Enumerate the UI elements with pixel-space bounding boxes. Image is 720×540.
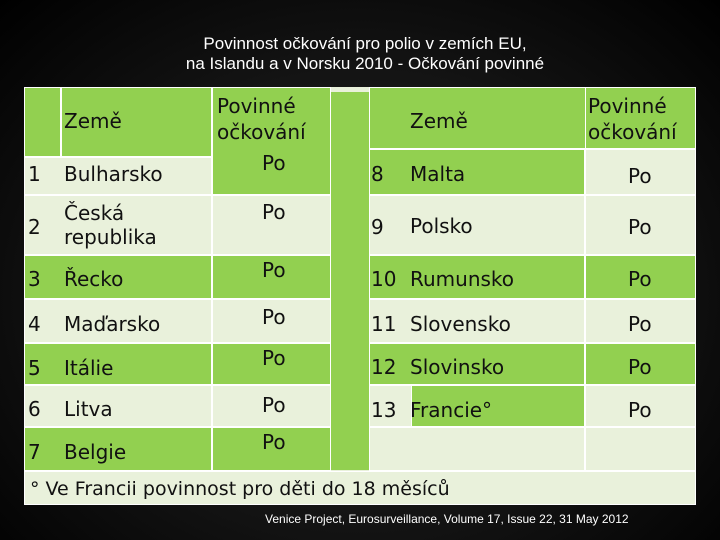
left-row-5-bg bbox=[24, 343, 212, 385]
right-row-12-bg bbox=[369, 343, 585, 385]
row-13-country: Francie° bbox=[410, 398, 493, 422]
row-11-number: 11 bbox=[371, 312, 397, 336]
row-4-number: 4 bbox=[28, 312, 41, 336]
header-country-cell-right bbox=[369, 87, 594, 149]
row-7-number: 7 bbox=[28, 440, 41, 464]
right-row-9-bg bbox=[369, 195, 585, 255]
header-country-cell-left bbox=[61, 87, 212, 157]
row-7-value: Po bbox=[262, 430, 286, 454]
row-1-number: 1 bbox=[28, 162, 41, 186]
row-5-number: 5 bbox=[28, 356, 41, 380]
right-row-10-bg bbox=[369, 255, 585, 299]
row-5-value: Po bbox=[262, 346, 286, 370]
left-row-1-bg bbox=[24, 157, 212, 195]
row-12-number: 12 bbox=[371, 355, 397, 379]
row-10-number: 10 bbox=[371, 267, 397, 291]
row-1-value: Po bbox=[262, 151, 286, 175]
left-row-6-value-bg bbox=[212, 385, 331, 427]
slide-title: Povinnost očkování pro polio v zemích EU… bbox=[60, 34, 670, 74]
row-13-value: Po bbox=[628, 398, 652, 422]
row-6-value: Po bbox=[262, 393, 286, 417]
header-vaccination-left-line2: očkování bbox=[217, 120, 306, 144]
right-row-empty-value-bg bbox=[585, 427, 696, 471]
row-2-number: 2 bbox=[28, 215, 41, 239]
right-row-12-value-bg bbox=[585, 343, 696, 385]
row-9-number: 9 bbox=[371, 215, 384, 239]
left-row-5-value-bg bbox=[212, 343, 331, 385]
table-footnote: ° Ve Francii povinnost pro děti do 18 mě… bbox=[30, 478, 450, 500]
header-country-right: Země bbox=[410, 109, 468, 133]
left-row-7-bg bbox=[24, 427, 212, 471]
row-8-country: Malta bbox=[410, 162, 466, 186]
row-7-country: Belgie bbox=[64, 440, 127, 464]
header-vaccination-cell-left bbox=[212, 87, 331, 195]
source-citation: Venice Project, Eurosurveillance, Volume… bbox=[265, 512, 629, 526]
row-9-value: Po bbox=[628, 215, 652, 239]
header-num-cell bbox=[24, 87, 61, 157]
row-4-value: Po bbox=[262, 305, 286, 329]
row-3-country: Řecko bbox=[64, 267, 124, 291]
row-3-value: Po bbox=[262, 258, 286, 282]
header-vaccination-cell-right bbox=[585, 87, 696, 149]
row-10-country: Rumunsko bbox=[410, 267, 515, 291]
footnote-row-bg bbox=[24, 471, 696, 505]
row-3-number: 3 bbox=[28, 267, 41, 291]
left-row-3-bg bbox=[24, 255, 212, 299]
left-row-4-bg bbox=[24, 299, 212, 343]
row-11-value: Po bbox=[628, 312, 652, 336]
row-12-country: Slovinsko bbox=[410, 355, 505, 379]
column-separator bbox=[331, 92, 369, 470]
header-vaccination-right-line1: Povinné bbox=[588, 94, 667, 118]
row-1-country: Bulharsko bbox=[64, 162, 163, 186]
left-row-4-value-bg bbox=[212, 299, 331, 343]
row-9-country: Polsko bbox=[410, 214, 473, 238]
right-row-13-value-bg bbox=[585, 385, 696, 427]
row-8-number: 8 bbox=[371, 162, 384, 186]
header-vaccination-left-line1: Povinné bbox=[217, 94, 296, 118]
row-2-country: Česká republika bbox=[64, 201, 157, 249]
row-6-country: Litva bbox=[64, 397, 113, 421]
left-row-2-bg bbox=[24, 195, 212, 255]
left-row-3-value-bg bbox=[212, 255, 331, 299]
left-row-2-value-bg bbox=[212, 195, 331, 255]
row-5-country: Itálie bbox=[64, 356, 114, 380]
right-row-9-value-bg bbox=[585, 195, 696, 255]
right-row-10-value-bg bbox=[585, 255, 696, 299]
left-row-6-bg bbox=[24, 385, 212, 427]
row-13-number: 13 bbox=[371, 398, 397, 422]
right-row-11-bg bbox=[369, 299, 585, 343]
right-row-8-bg bbox=[369, 149, 585, 195]
row-12-value: Po bbox=[628, 355, 652, 379]
header-vaccination-right-line2: očkování bbox=[588, 120, 677, 144]
row-11-country: Slovensko bbox=[410, 312, 511, 336]
left-row-7-value-bg bbox=[212, 427, 331, 471]
right-row-empty-bg bbox=[369, 427, 585, 471]
row-4-country: Maďarsko bbox=[64, 312, 161, 336]
right-row-13-country-bg bbox=[411, 385, 585, 427]
row-8-value: Po bbox=[628, 164, 652, 188]
row-6-number: 6 bbox=[28, 397, 41, 421]
header-country-left: Země bbox=[64, 109, 122, 133]
row-10-value: Po bbox=[628, 267, 652, 291]
row-2-value: Po bbox=[262, 200, 286, 224]
right-row-11-value-bg bbox=[585, 299, 696, 343]
title-line-2: na Islandu a v Norsku 2010 - Očkování po… bbox=[185, 54, 545, 73]
title-line-1: Povinnost očkování pro polio v zemích EU… bbox=[203, 34, 527, 53]
right-row-8-value-bg bbox=[585, 149, 696, 195]
